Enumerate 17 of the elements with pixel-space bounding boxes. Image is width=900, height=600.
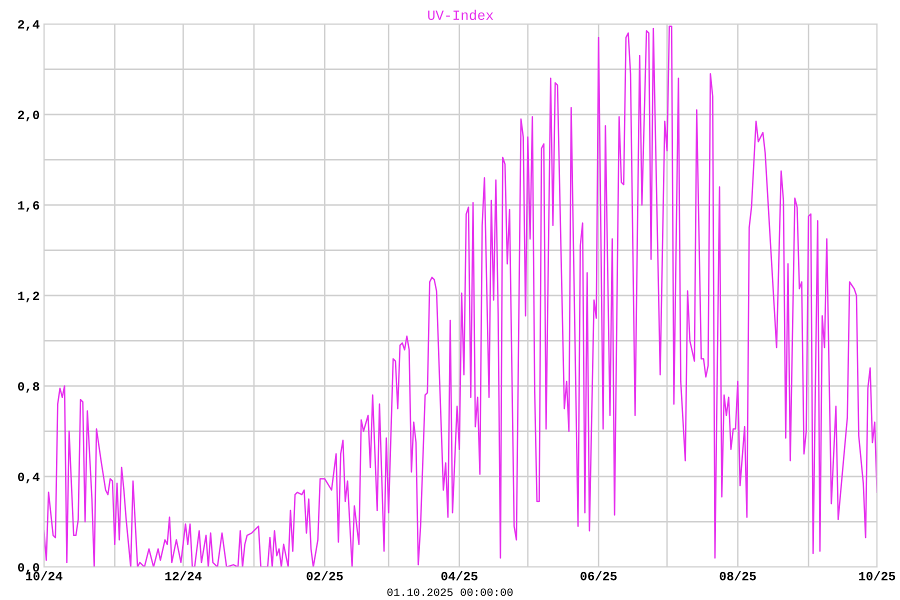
line-series: [44, 26, 877, 567]
y-tick-label: 2,0: [18, 110, 40, 122]
text: 01.10.2025 00:00:00: [387, 588, 513, 596]
x-tick-label: 04/25: [441, 571, 478, 580]
chart-title: UV-Index: [428, 10, 494, 20]
y-tick-label: 1,6: [18, 201, 40, 212]
y-tick-label: 1,2: [18, 292, 40, 302]
x-tick-label: 06/25: [580, 571, 617, 580]
x-tick-label: 02/25: [306, 571, 343, 580]
x-tick-label: 10/24: [26, 571, 62, 580]
y-tick-label: 0,0: [18, 563, 40, 574]
x-tick-label: 10/25: [859, 571, 896, 580]
y-tick-label: 2,4: [18, 20, 40, 31]
x-tick-label: 12/24: [165, 571, 202, 580]
x-tick-label: 08/25: [720, 571, 756, 580]
y-tick-label: 0,8: [18, 382, 40, 393]
y-tick-label: 0,4: [18, 472, 40, 484]
